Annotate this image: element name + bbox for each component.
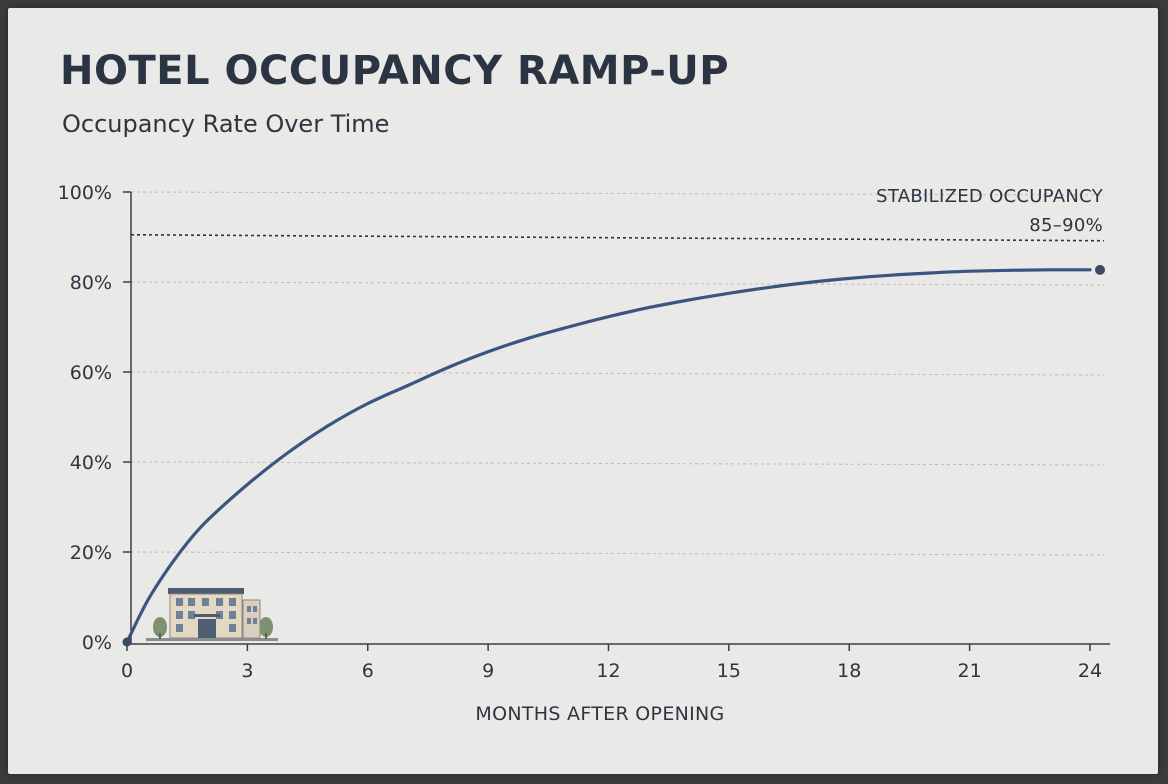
x-tick-label: 3 xyxy=(241,660,253,682)
y-ticks: 0% 20% 40% 60% 80% 100% xyxy=(58,182,131,654)
stabilized-reference-line xyxy=(130,233,1105,242)
reference-label-line1: STABILIZED OCCUPANCY xyxy=(876,186,1104,207)
grid-lines xyxy=(130,191,1105,556)
y-tick-label: 40% xyxy=(70,452,112,474)
y-tick-label: 0% xyxy=(82,632,112,654)
x-tick-label: 0 xyxy=(121,660,133,682)
x-tick-label: 9 xyxy=(482,660,494,682)
x-ticks: 0 3 6 9 12 15 18 21 24 xyxy=(121,644,1102,682)
series-start-point xyxy=(122,637,132,647)
grid-line-y-20 xyxy=(130,551,1105,556)
grid-line-y-60 xyxy=(130,371,1105,376)
chart-card xyxy=(8,8,1158,774)
y-tick-label: 80% xyxy=(70,272,112,294)
reference-label-line2: 85–90% xyxy=(1029,215,1103,236)
axes xyxy=(123,192,1110,645)
x-tick-label: 12 xyxy=(596,660,620,682)
x-tick-label: 18 xyxy=(837,660,861,682)
x-tick-label: 21 xyxy=(958,660,982,682)
grid-line-y-100 xyxy=(130,191,1105,196)
x-tick-label: 24 xyxy=(1078,660,1102,682)
y-tick-label: 100% xyxy=(58,182,112,204)
grid-line-y-40 xyxy=(130,461,1105,466)
series-end-point xyxy=(1095,264,1105,275)
y-tick-label: 20% xyxy=(70,542,112,564)
x-tick-label: 6 xyxy=(362,660,374,682)
series-line xyxy=(125,268,1092,644)
hotel-building-icon xyxy=(146,588,278,641)
x-tick-label: 15 xyxy=(717,660,741,682)
chart-title: HOTEL OCCUPANCY RAMP-UP xyxy=(60,48,730,94)
grid-line-y-80 xyxy=(130,281,1105,286)
chart-subtitle: Occupancy Rate Over Time xyxy=(62,110,390,138)
y-tick-label: 60% xyxy=(70,362,112,384)
x-axis-label: MONTHS AFTER OPENING xyxy=(475,703,724,725)
